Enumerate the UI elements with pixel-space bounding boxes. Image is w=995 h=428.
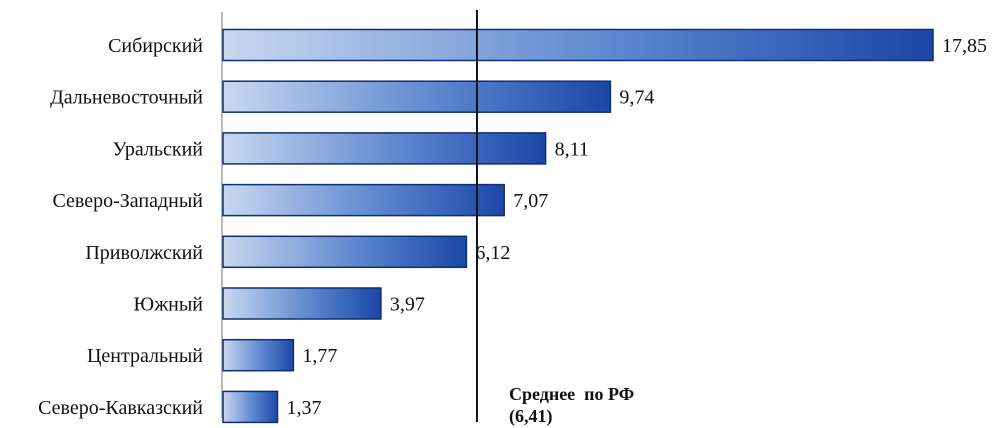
value-label-северо-кавказский: 1,37 [286, 397, 321, 419]
value-label-северо-западный: 7,07 [513, 190, 548, 212]
bar-северо-западный [222, 183, 505, 217]
value-label-дальневосточный: 9,74 [619, 87, 654, 109]
category-label-центральный: Центральный [87, 345, 203, 367]
average-label-line-2: (6,41) [509, 406, 553, 427]
category-label-сибирский: Сибирский [108, 35, 203, 57]
category-labels-group: Сибирский Дальневосточный Уральский Северо-… [38, 35, 203, 419]
category-label-северо-кавказский: Северо-Кавказский [38, 397, 203, 419]
value-label-уральский: 8,11 [555, 138, 589, 160]
category-label-дальневосточный: Дальневосточный [50, 87, 203, 109]
bar-северо-кавказский [222, 390, 279, 424]
value-label-приволжский: 6,12 [475, 242, 510, 264]
value-label-южный: 3,97 [390, 294, 425, 316]
category-label-уральский: Уральский [112, 138, 203, 160]
category-label-приволжский: Приволжский [85, 242, 203, 264]
bar-сибирский [222, 28, 934, 62]
average-label-line-1: Среднее по РФ [509, 384, 634, 404]
bar-южный [222, 287, 382, 320]
bar-уральский [222, 132, 547, 165]
bar-центральный [222, 338, 295, 372]
category-label-южный: Южный [134, 294, 204, 316]
value-labels-group: 17,85 9,74 8,11 7,07 6,12 3,97 1,77 1,37 [286, 35, 987, 419]
category-label-северо-западный: Северо-Западный [52, 190, 203, 212]
bar-дальневосточный [222, 80, 612, 113]
bar-приволжский [222, 235, 468, 269]
value-label-центральный: 1,77 [302, 345, 337, 367]
bars-group [222, 28, 934, 424]
value-label-сибирский: 17,85 [942, 35, 987, 57]
